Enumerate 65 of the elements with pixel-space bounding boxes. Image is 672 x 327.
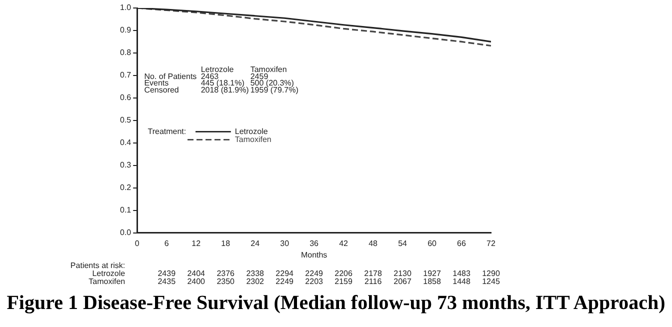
text: 2249 — [276, 277, 294, 286]
text: 2302 — [246, 277, 265, 286]
x-tick-label: 66 — [457, 238, 467, 248]
text: 1858 — [423, 277, 442, 286]
text: 2130 — [394, 269, 412, 278]
text: 1448 — [452, 277, 471, 286]
x-tick-label: 12 — [192, 238, 202, 248]
text: 2203 — [305, 277, 324, 286]
x-tick-label: 24 — [250, 238, 260, 248]
x-tick-label: 6 — [164, 238, 170, 248]
annotation: 2459 — [250, 72, 269, 81]
text: 2249 — [305, 269, 324, 278]
text: 2067 — [394, 277, 412, 286]
annotation: 445 (18.1%) — [200, 78, 245, 88]
y-tick-label: 0.5 — [120, 116, 132, 125]
y-tick-label: 0.1 — [120, 206, 132, 215]
annotation: No. of Patients — [144, 72, 197, 81]
text: Tamoxifen — [88, 277, 126, 286]
annotation: Letrozole — [200, 65, 234, 74]
y-tick-label: 0.0 — [120, 228, 132, 238]
x-tick-label: 48 — [368, 238, 378, 248]
x-tick-label: 36 — [310, 238, 320, 248]
text: 2350 — [216, 277, 236, 286]
x-tick-label: 30 — [280, 238, 290, 248]
x-tick-label: 18 — [221, 238, 231, 248]
annotation: Censored — [144, 85, 179, 94]
annotation: Events — [144, 78, 169, 88]
text: 2439 — [158, 269, 176, 278]
legend-label: Letrozole — [234, 126, 268, 136]
text: 2294 — [276, 269, 294, 278]
text: 2178 — [364, 269, 382, 278]
y-tick-label: 0.3 — [120, 160, 132, 170]
text: 2338 — [246, 269, 265, 278]
text: 1927 — [423, 269, 442, 278]
text: 1290 — [482, 269, 500, 278]
text: 2116 — [364, 277, 382, 286]
text: 2404 — [187, 269, 206, 278]
text: 2376 — [216, 269, 236, 278]
text: Tamoxifen — [234, 134, 272, 144]
text: 2400 — [187, 277, 206, 286]
x-tick-label: 42 — [339, 238, 349, 248]
text: 1483 — [452, 269, 471, 278]
annotation: 500 (20.3%) — [250, 78, 294, 88]
x-tick-label: 72 — [486, 238, 496, 248]
text: 2206 — [334, 269, 353, 278]
y-tick-label: 0.6 — [120, 93, 132, 102]
x-tick-label: 0 — [134, 238, 140, 248]
x-axis-title: Months — [300, 250, 328, 260]
x-tick-label: 60 — [428, 238, 438, 248]
y-tick-label: 0.9 — [120, 26, 132, 35]
text: 2159 — [334, 277, 353, 286]
legend-title: Treatment: — [148, 126, 186, 136]
text: Patients at risk: — [70, 261, 126, 270]
y-tick-label: 1.0 — [120, 3, 132, 12]
text: Figure 1 Disease-Free Survival (Median follow-up 73 months, ITT Approach) — [6, 292, 666, 315]
text: Letrozole — [92, 269, 126, 278]
annotation: 2463 — [200, 72, 220, 81]
text: 2435 — [158, 277, 176, 286]
y-tick-label: 0.7 — [120, 70, 132, 80]
text: 1245 — [482, 277, 500, 286]
y-tick-label: 0.2 — [120, 183, 132, 192]
x-tick-label: 54 — [398, 238, 408, 248]
y-tick-label: 0.8 — [120, 48, 132, 58]
annotation: Tamoxifen — [250, 65, 287, 74]
y-tick-label: 0.4 — [120, 138, 132, 148]
